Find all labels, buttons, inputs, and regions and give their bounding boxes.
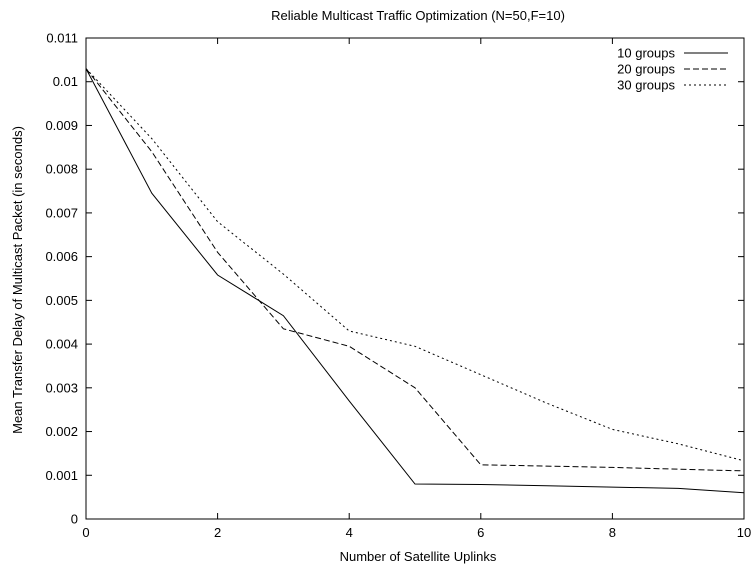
series-line-1 <box>85 68 745 494</box>
legend-label-2: 20 groups <box>617 62 675 77</box>
y-axis-title: Mean Transfer Delay of Multicast Packet … <box>10 126 25 434</box>
y-tick-label: 0.004 <box>45 337 78 352</box>
series-line-2 <box>85 68 745 472</box>
y-tick-label: 0.005 <box>45 293 78 308</box>
y-tick-label: 0.011 <box>46 31 78 46</box>
x-tick-label: 8 <box>609 525 616 540</box>
plot-frame <box>85 37 745 520</box>
y-tick-label: 0 <box>71 512 78 527</box>
y-tick-label: 0.003 <box>45 380 78 395</box>
x-tick-label: 6 <box>477 525 484 540</box>
series-line-3 <box>85 68 745 462</box>
y-tick-label: 0.002 <box>45 424 78 439</box>
x-tick-label: 0 <box>82 525 89 540</box>
y-tick-label: 0.007 <box>45 205 78 220</box>
x-axis: 0 2 4 6 8 10 <box>82 38 751 540</box>
x-tick-label: 4 <box>346 525 353 540</box>
chart-title: Reliable Multicast Traffic Optimization … <box>271 8 565 23</box>
y-tick-label: 0.006 <box>45 249 78 264</box>
y-tick-label: 0.001 <box>45 468 78 483</box>
x-axis-title: Number of Satellite Uplinks <box>340 549 497 564</box>
series-layer <box>85 68 745 494</box>
legend-label-3: 30 groups <box>617 78 675 93</box>
x-tick-label: 2 <box>214 525 221 540</box>
legend-label-1: 10 groups <box>617 46 675 61</box>
y-tick-label: 0.008 <box>45 162 78 177</box>
y-tick-label: 0.01 <box>53 74 78 89</box>
x-tick-label: 10 <box>737 525 751 540</box>
y-tick-label: 0.009 <box>45 118 78 133</box>
y-axis: 0 0.001 0.002 0.003 0.004 0.005 0.006 0.007 0.00… <box>45 31 744 527</box>
